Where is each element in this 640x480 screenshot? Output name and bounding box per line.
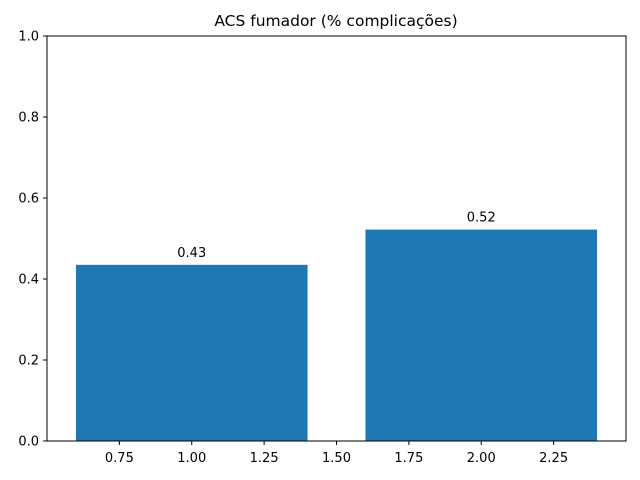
- plot-area-frame: [46, 35, 627, 442]
- y-tick-label: 0.0: [18, 435, 39, 450]
- x-tick-label: 1.25: [250, 451, 279, 466]
- x-tick-label: 1.00: [177, 451, 206, 466]
- y-tick-label: 1.0: [18, 30, 39, 45]
- bar-labels-layer: 0.43 0.52: [177, 211, 495, 261]
- bar-value-label-2: 0.52: [467, 211, 496, 226]
- bars-layer: [75, 229, 598, 441]
- bar-value-label-1: 0.43: [177, 246, 206, 261]
- x-tick-label: 2.25: [539, 451, 568, 466]
- y-axis-ticks: 0.0 0.2 0.4 0.6 0.8 1.0: [18, 30, 47, 450]
- y-tick-label: 0.6: [18, 192, 39, 207]
- bar-2: [365, 229, 598, 441]
- x-tick-label: 1.75: [394, 451, 423, 466]
- bar-1: [75, 264, 308, 441]
- x-axis-ticks: 0.75 1.00 1.25 1.50 1.75 2.00 2.25: [105, 441, 568, 466]
- chart-title: ACS fumador (% complicações): [214, 12, 457, 30]
- y-tick-label: 0.2: [18, 354, 39, 369]
- x-tick-label: 0.75: [105, 451, 134, 466]
- x-tick-label: 2.00: [467, 451, 496, 466]
- x-tick-label: 1.50: [322, 451, 351, 466]
- y-tick-label: 0.8: [18, 111, 39, 126]
- y-tick-label: 0.4: [18, 273, 39, 288]
